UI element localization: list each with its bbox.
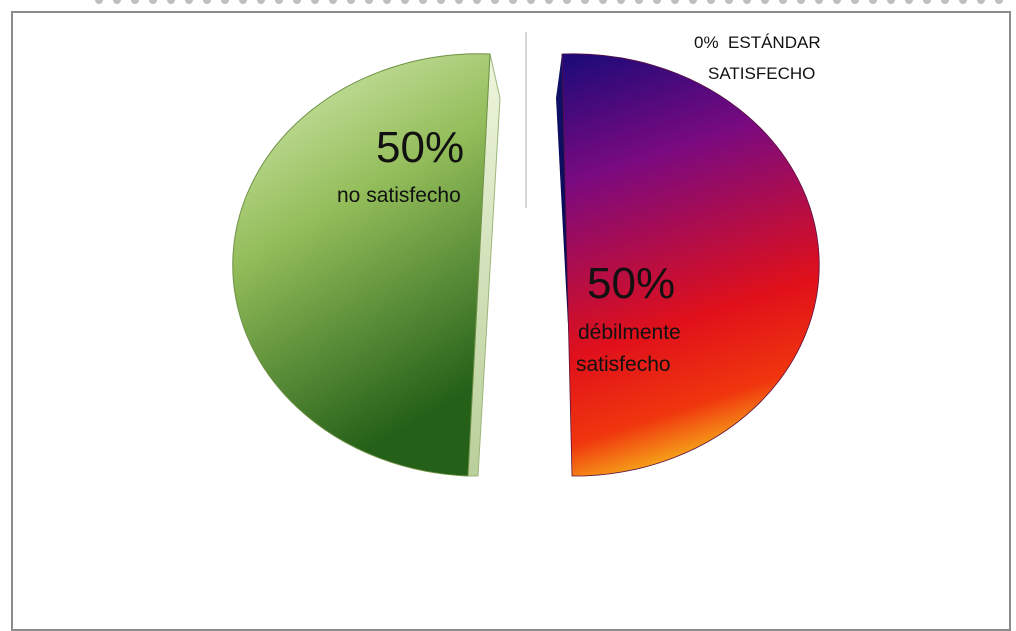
label-cat-estandar-line2: SATISFECHO	[708, 64, 816, 83]
label-cat-debilmente-line1: débilmente	[578, 321, 681, 344]
slice-no-satisfecho	[232, 53, 491, 477]
label-cat-estandar-line1: ESTÁNDAR	[728, 33, 821, 52]
label-pct-estandar: 0%	[694, 33, 719, 52]
label-cat-no-satisfecho: no satisfecho	[337, 184, 461, 207]
slice-debilmente-satisfecho	[561, 53, 820, 477]
chart-frame	[11, 11, 1011, 631]
pie-chart	[232, 32, 820, 477]
label-pct-no-satisfecho: 50%	[376, 123, 465, 172]
label-cat-debilmente-line2: satisfecho	[576, 353, 671, 376]
label-pct-debilmente: 50%	[587, 259, 676, 308]
label-estandar-line1: 0% ESTÁNDAR	[694, 32, 821, 53]
top-edge-fragment	[0, 0, 1016, 8]
